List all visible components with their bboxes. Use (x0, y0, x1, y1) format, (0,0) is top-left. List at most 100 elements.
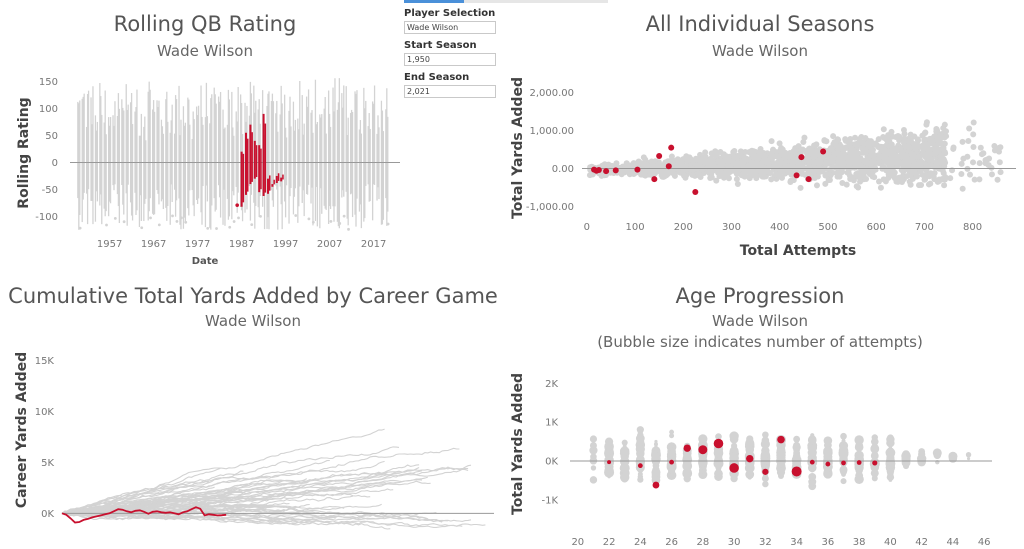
seasons-bg-point (970, 131, 977, 138)
seasons-bg-point (897, 145, 904, 152)
age-bg-bubble (653, 442, 658, 447)
seasons-bg-point (835, 150, 842, 157)
seasons-bg-point (689, 166, 696, 173)
seasons-bg-point (947, 175, 954, 182)
rolling-bg-point (307, 217, 311, 221)
age-bg-bubble (621, 439, 628, 446)
end-season-label: End Season (404, 72, 470, 83)
rolling-bg-point (175, 220, 179, 223)
cumulative-y-tick: 5K (41, 458, 54, 469)
seasons-bg-point (908, 167, 915, 174)
age-highlight-bubble (637, 463, 643, 469)
age-bg-bubble (605, 453, 613, 461)
seasons-highlight-point (634, 166, 641, 173)
seasons-bg-point (904, 172, 911, 179)
seasons-bg-point (834, 170, 841, 177)
seasons-bg-point (903, 153, 910, 160)
seasons-bg-point (810, 159, 817, 166)
age-bg-bubble (604, 466, 614, 476)
seasons-bg-point (776, 140, 783, 147)
age-bg-bubble (918, 448, 926, 455)
seasons-bg-point (898, 175, 905, 182)
age-bg-bubble (701, 463, 705, 467)
seasons-bg-point (927, 180, 934, 187)
seasons-bg-point (679, 162, 686, 169)
seasons-y-tick: -1,000.00 (526, 202, 574, 213)
seasons-bg-point (670, 166, 677, 173)
age-x-tick: 24 (634, 537, 647, 548)
age-highlight-bubble (872, 460, 878, 466)
seasons-bg-point (840, 146, 847, 153)
seasons-bg-point (959, 138, 966, 145)
seasons-bg-point (833, 143, 840, 150)
cumulative-yards-chart: 0K 5K 10K 15K Career Yards Added (14, 352, 494, 530)
seasons-bg-point (864, 160, 871, 167)
age-highlight-bubble (791, 466, 802, 477)
seasons-bg-point (991, 142, 998, 149)
rolling-x-tick: 1957 (97, 239, 122, 250)
player-selection-input[interactable]: Wade Wilson (404, 21, 496, 34)
age-bg-bubble (888, 442, 893, 448)
seasons-bg-point (768, 150, 775, 157)
age-y-axis-label: Total Yards Added (510, 373, 526, 515)
seasons-bg-point (907, 131, 914, 138)
rolling-bg-point (311, 220, 315, 224)
age-bg-bubble (855, 443, 864, 452)
rolling-y-tick: 100 (39, 104, 58, 115)
age-bg-bubble (966, 456, 971, 461)
age-bg-bubble (745, 438, 755, 448)
seasons-bg-point (740, 166, 747, 173)
end-season-input[interactable]: 2,021 (404, 85, 496, 98)
age-x-tick: 22 (603, 537, 616, 548)
seasons-bg-point (863, 148, 870, 155)
age-bg-bubble (888, 461, 893, 466)
age-bg-bubble (666, 470, 677, 481)
age-bg-bubble (606, 445, 612, 451)
seasons-x-tick: 600 (867, 222, 886, 233)
seasons-bg-point (976, 176, 983, 183)
seasons-highlight-point (820, 148, 827, 155)
seasons-bg-point (970, 119, 977, 126)
seasons-highlight-point (595, 167, 602, 174)
age-highlight-bubble (713, 438, 724, 449)
age-x-tick: 34 (790, 537, 803, 548)
seasons-bg-point (921, 176, 928, 183)
rolling-bg-point (228, 225, 232, 229)
seasons-bg-point (713, 151, 720, 158)
age-highlight-bubble (809, 459, 815, 465)
seasons-bg-point (760, 172, 767, 179)
seasons-bg-point (880, 146, 887, 153)
seasons-bg-point (598, 172, 605, 179)
age-bg-bubble (669, 433, 675, 439)
start-season-input[interactable]: 1,950 (404, 53, 496, 66)
seasons-bg-point (734, 153, 741, 160)
rolling-bg-point (338, 222, 342, 225)
age-bg-bubble (809, 444, 815, 450)
seasons-bg-point (900, 126, 907, 133)
age-bg-bubble (683, 474, 691, 483)
age-bg-bubble (654, 439, 658, 444)
age-bg-bubble (794, 445, 799, 450)
seasons-bg-point (855, 184, 862, 191)
seasons-bg-point (890, 149, 897, 156)
age-bg-bubble (589, 476, 598, 484)
age-x-tick: 30 (728, 537, 741, 548)
seasons-bg-point (917, 167, 924, 174)
age-bg-bubble (685, 456, 690, 461)
cumulative-y-tick: 15K (35, 356, 55, 367)
rolling-y-tick: 50 (45, 131, 58, 142)
age-bg-bubble (761, 474, 769, 482)
seasons-bg-point (959, 185, 966, 192)
age-bg-bubble (810, 433, 815, 438)
age-bg-bubble (622, 445, 627, 450)
age-bg-bubble (793, 435, 801, 443)
seasons-bg-point (923, 151, 930, 158)
seasons-bg-point (707, 167, 714, 174)
seasons-x-tick: 300 (722, 222, 741, 233)
age-highlight-bubble (762, 468, 769, 475)
seasons-bg-point (908, 150, 915, 157)
seasons-bg-point (856, 135, 863, 142)
seasons-bg-point (862, 134, 869, 141)
seasons-bg-point (781, 160, 788, 167)
seasons-bg-point (845, 166, 852, 173)
